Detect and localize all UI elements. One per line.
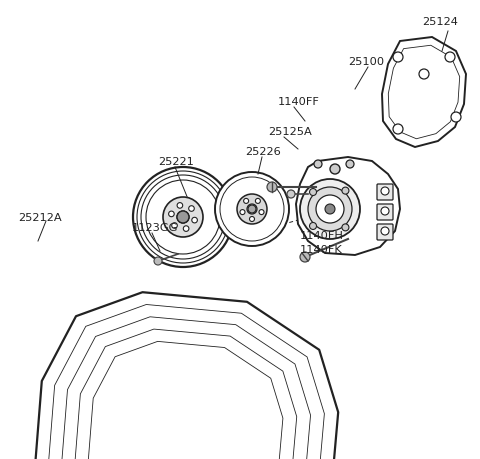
- Circle shape: [250, 217, 254, 222]
- Text: 25125A: 25125A: [268, 127, 312, 137]
- Circle shape: [237, 195, 267, 224]
- Circle shape: [177, 212, 189, 224]
- Circle shape: [287, 190, 295, 199]
- Circle shape: [381, 188, 389, 196]
- Circle shape: [308, 188, 352, 231]
- Circle shape: [451, 113, 461, 123]
- Circle shape: [240, 210, 245, 215]
- Circle shape: [133, 168, 233, 268]
- Circle shape: [325, 205, 335, 214]
- Circle shape: [419, 70, 429, 80]
- Circle shape: [381, 207, 389, 216]
- Text: 1123GG: 1123GG: [132, 223, 179, 233]
- Circle shape: [445, 53, 455, 63]
- Text: 25226: 25226: [245, 147, 281, 157]
- Circle shape: [177, 203, 183, 209]
- Circle shape: [172, 223, 177, 229]
- Circle shape: [342, 224, 349, 231]
- Text: 25221: 25221: [158, 157, 194, 167]
- Circle shape: [346, 161, 354, 168]
- Text: 25100: 25100: [348, 57, 384, 67]
- Circle shape: [310, 223, 316, 230]
- Circle shape: [183, 226, 189, 232]
- Circle shape: [267, 183, 277, 193]
- Circle shape: [177, 212, 189, 224]
- Text: 25212A: 25212A: [18, 213, 61, 223]
- Circle shape: [259, 210, 264, 215]
- Circle shape: [393, 53, 403, 63]
- FancyBboxPatch shape: [377, 224, 393, 241]
- Circle shape: [310, 189, 316, 196]
- Circle shape: [154, 257, 162, 265]
- Circle shape: [247, 205, 257, 214]
- Circle shape: [192, 218, 197, 224]
- FancyBboxPatch shape: [377, 205, 393, 220]
- Circle shape: [255, 199, 260, 204]
- Text: 25124: 25124: [422, 17, 458, 27]
- Text: 1140FK: 1140FK: [300, 245, 343, 254]
- Circle shape: [163, 197, 203, 237]
- Circle shape: [168, 212, 174, 217]
- Circle shape: [300, 252, 310, 263]
- Circle shape: [316, 196, 344, 224]
- Polygon shape: [382, 38, 466, 148]
- Text: 1140FF: 1140FF: [278, 97, 320, 107]
- Circle shape: [393, 125, 403, 134]
- Circle shape: [381, 228, 389, 235]
- Circle shape: [300, 179, 360, 240]
- Polygon shape: [296, 157, 400, 256]
- Circle shape: [330, 165, 340, 174]
- Circle shape: [314, 161, 322, 168]
- Circle shape: [342, 188, 349, 195]
- Circle shape: [248, 206, 256, 213]
- Circle shape: [215, 173, 289, 246]
- Text: 1140FH: 1140FH: [300, 230, 344, 241]
- Circle shape: [244, 199, 249, 204]
- Circle shape: [189, 206, 194, 212]
- Polygon shape: [34, 292, 338, 459]
- FancyBboxPatch shape: [377, 185, 393, 201]
